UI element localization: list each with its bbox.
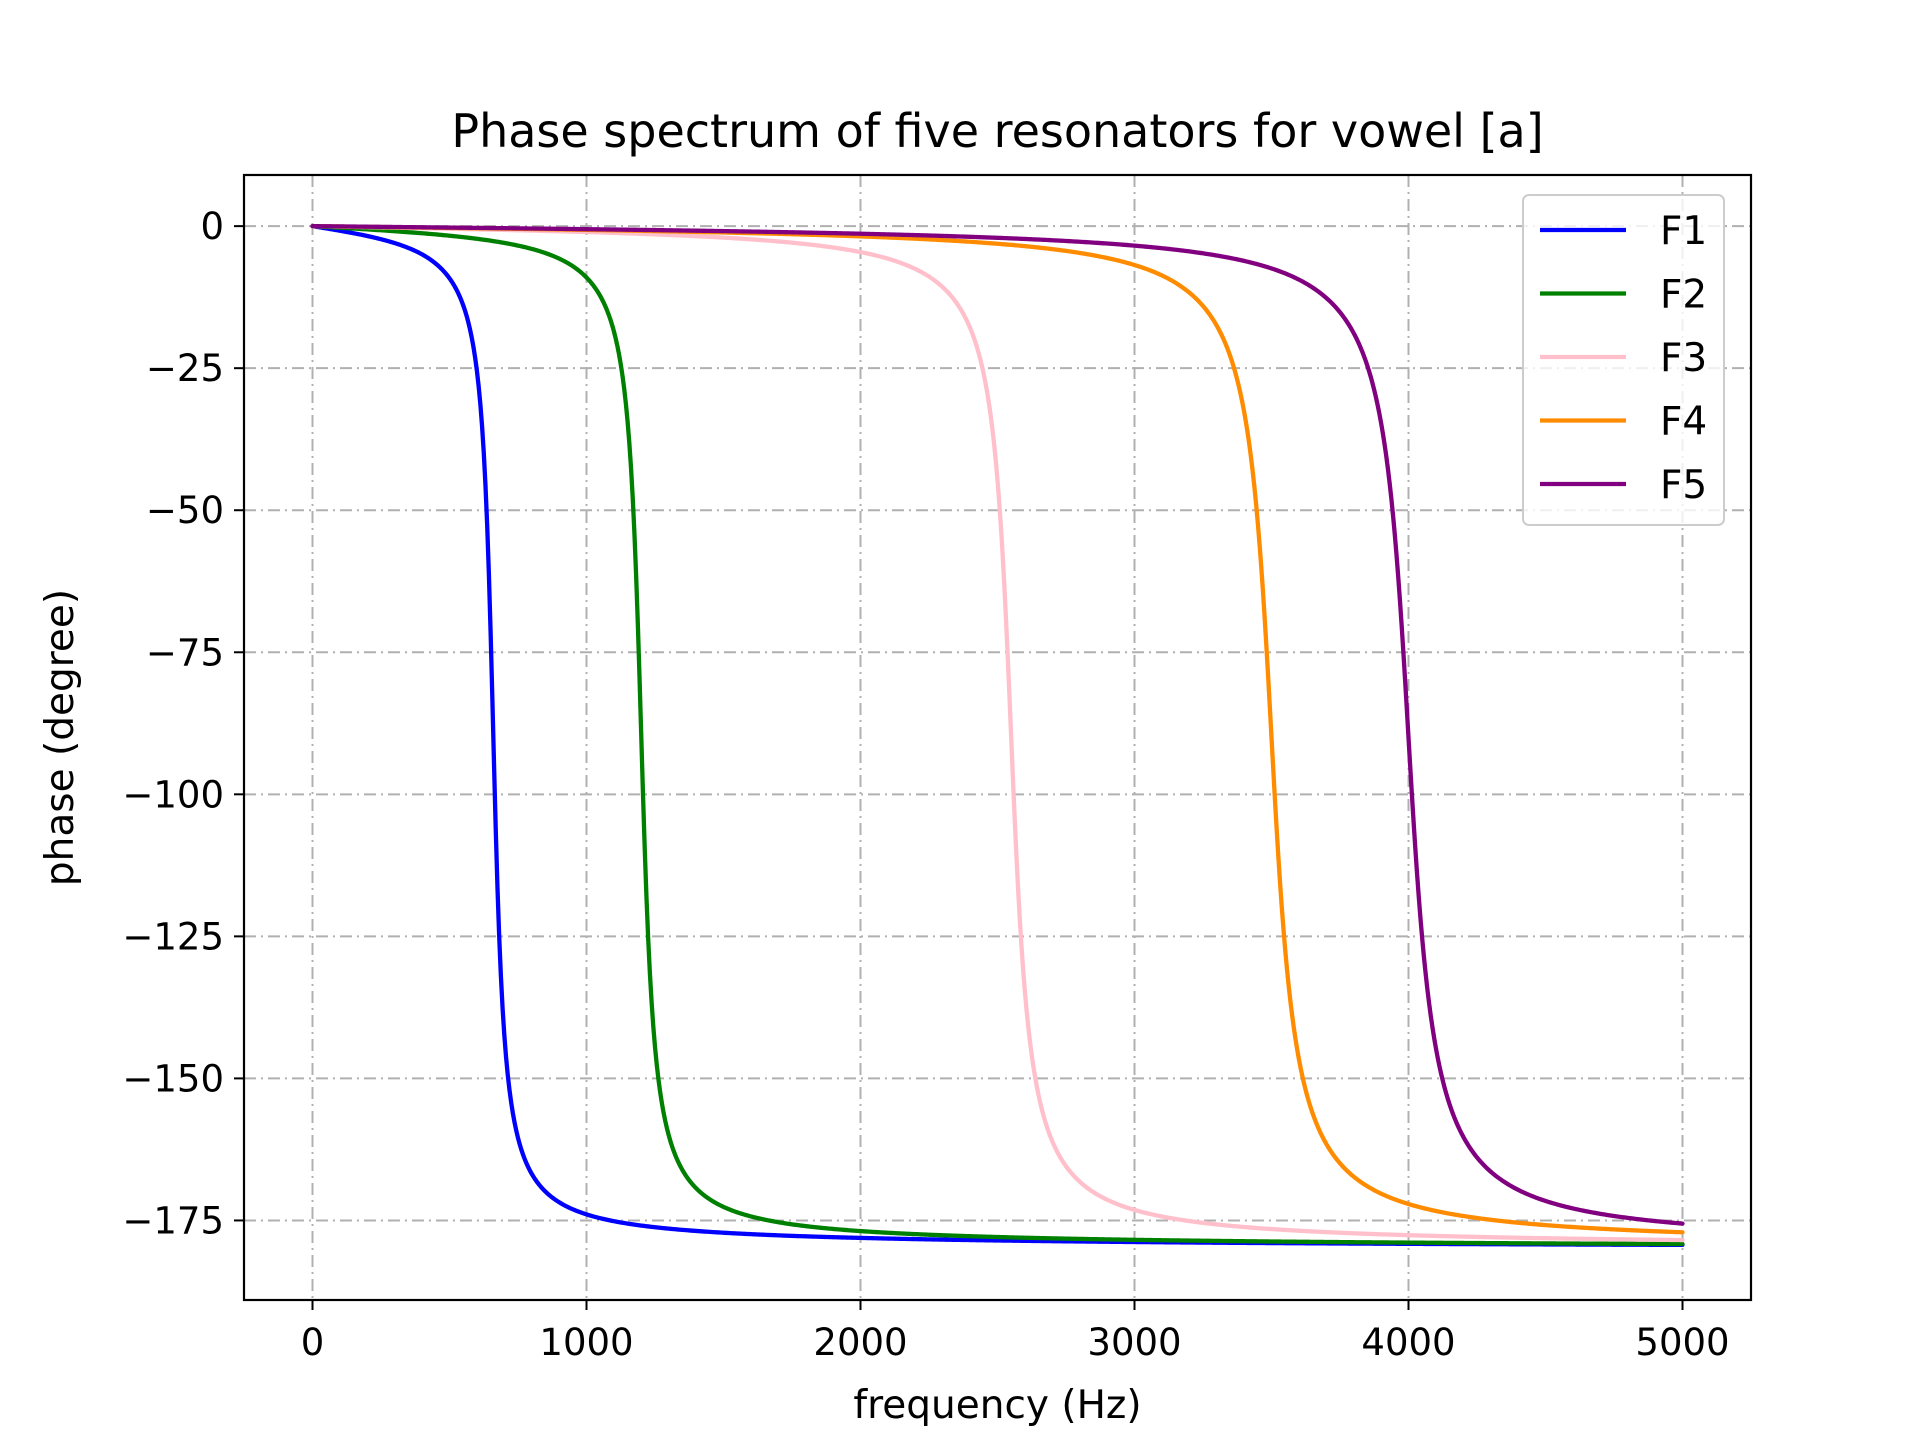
y-axis: 0 −25 −50 −75 −100 −125 −150 −175 (122, 205, 244, 1242)
series-line-f2 (310, 223, 1685, 1247)
y-tick-label: −50 (146, 489, 224, 532)
grid (244, 175, 1751, 1300)
y-tick-label: −100 (122, 773, 224, 816)
x-tick-label: 4000 (1361, 1321, 1455, 1364)
plot-area (310, 223, 1685, 1248)
y-axis-label: phase (degree) (38, 589, 83, 886)
y-tick-label: 0 (200, 205, 224, 248)
legend-box (1522, 194, 1725, 526)
chart-title: Phase spectrum of five resonators for vo… (451, 104, 1543, 158)
y-tick-label: −125 (122, 915, 224, 958)
y-tick-label: −175 (122, 1199, 224, 1242)
series-line-f1 (310, 223, 1685, 1248)
series-line-f4 (310, 223, 1685, 1235)
x-tick-label: 2000 (813, 1321, 907, 1364)
legend-label-f5: F5 (1660, 463, 1707, 508)
series-line-f3 (310, 223, 1685, 1243)
axes-frame (242, 173, 1753, 1302)
series-line-f5 (310, 223, 1685, 1226)
x-tick-label: 0 (301, 1321, 325, 1364)
y-tick-label: −75 (146, 631, 224, 674)
y-tick-label: −150 (122, 1057, 224, 1100)
x-axis: 0 1000 2000 3000 4000 5000 (301, 1300, 1730, 1364)
legend: F1 F2 F3 F4 F5 (1522, 194, 1725, 526)
y-tick-label: −25 (146, 347, 224, 390)
legend-label-f4: F4 (1660, 400, 1707, 445)
x-tick-label: 5000 (1635, 1321, 1729, 1364)
legend-label-f1: F1 (1660, 209, 1707, 254)
x-tick-label: 3000 (1087, 1321, 1181, 1364)
x-tick-label: 1000 (539, 1321, 633, 1364)
legend-label-f3: F3 (1660, 336, 1707, 381)
legend-label-f2: F2 (1660, 273, 1707, 318)
x-axis-label: frequency (Hz) (853, 1383, 1141, 1428)
